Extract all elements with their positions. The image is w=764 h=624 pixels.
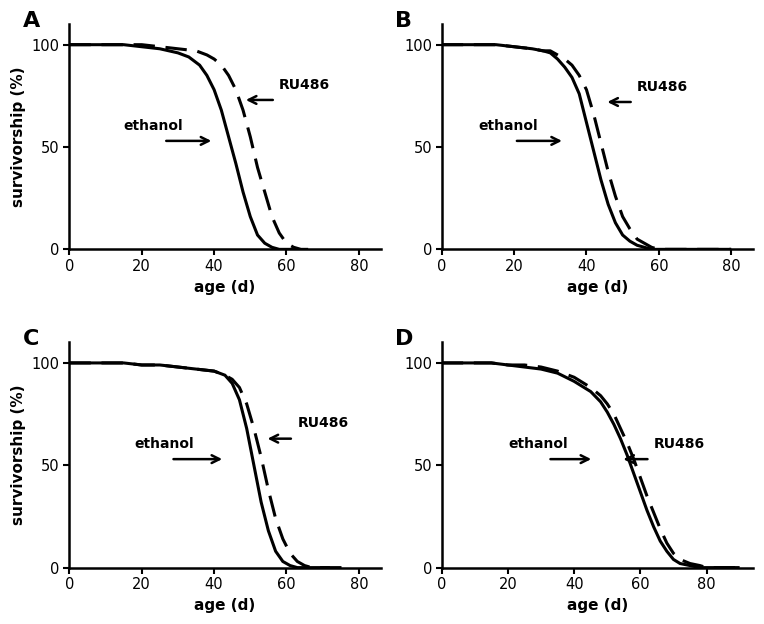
X-axis label: age (d): age (d) [194,280,256,295]
Text: RU486: RU486 [653,437,704,451]
X-axis label: age (d): age (d) [194,598,256,613]
Text: ethanol: ethanol [508,437,568,451]
Text: RU486: RU486 [297,416,348,431]
Text: ethanol: ethanol [124,119,183,133]
X-axis label: age (d): age (d) [567,280,628,295]
Text: A: A [23,11,40,31]
X-axis label: age (d): age (d) [567,598,628,613]
Text: ethanol: ethanol [134,437,194,451]
Text: RU486: RU486 [637,80,688,94]
Text: B: B [395,11,412,31]
Text: D: D [395,329,413,349]
Text: RU486: RU486 [279,78,330,92]
Text: C: C [23,329,39,349]
Y-axis label: survivorship (%): survivorship (%) [11,385,26,525]
Text: ethanol: ethanol [478,119,538,133]
Y-axis label: survivorship (%): survivorship (%) [11,67,26,207]
